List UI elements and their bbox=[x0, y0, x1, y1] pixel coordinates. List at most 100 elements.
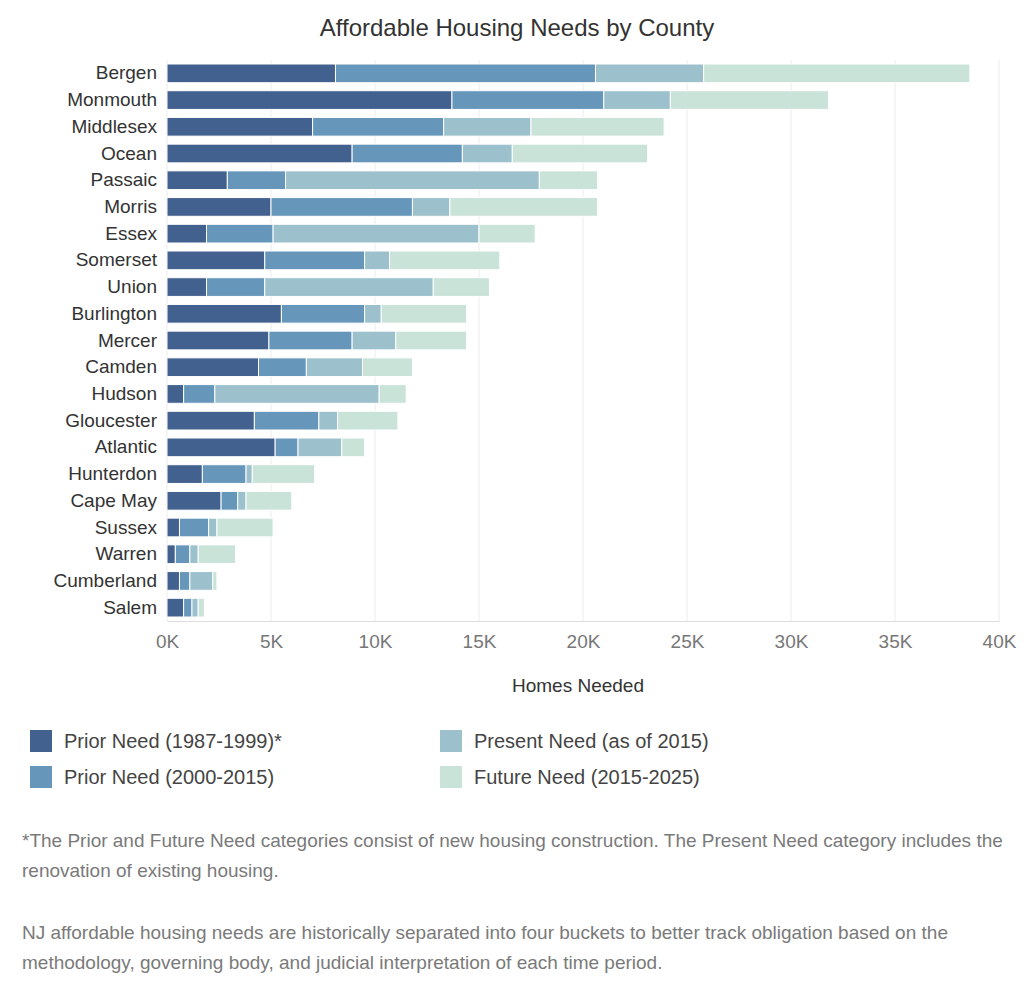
tick: Cumberland bbox=[54, 570, 158, 591]
legend-label: Prior Need (1987-1999)* bbox=[64, 730, 282, 752]
tick-label: 35K bbox=[879, 631, 913, 652]
bar bbox=[452, 91, 604, 110]
bar bbox=[604, 91, 671, 110]
category-label: Burlington bbox=[71, 303, 157, 324]
legend-label: Future Need (2015-2025) bbox=[474, 766, 700, 788]
tick: Mercer bbox=[98, 330, 158, 351]
notes: *The Prior and Future Need categories co… bbox=[22, 826, 1007, 1005]
legend-swatch bbox=[30, 766, 52, 788]
grid-line bbox=[791, 60, 792, 621]
legend: Prior Need (1987-1999)* Prior Need (2000-… bbox=[30, 730, 709, 788]
bars bbox=[167, 64, 970, 617]
tick: 25K bbox=[671, 621, 705, 652]
category-label: Atlantic bbox=[95, 436, 157, 457]
bar bbox=[167, 224, 207, 243]
bar bbox=[396, 331, 467, 350]
axis-line bbox=[168, 621, 1000, 622]
bar bbox=[221, 491, 238, 510]
tick: Gloucester bbox=[65, 410, 158, 431]
bar bbox=[298, 438, 342, 457]
bar bbox=[167, 331, 269, 350]
bar bbox=[175, 545, 190, 564]
tick: 30K bbox=[775, 621, 809, 652]
legend-item: Prior Need (2000-2015) bbox=[30, 766, 274, 788]
bar bbox=[390, 251, 500, 270]
tick: Union bbox=[107, 276, 157, 297]
bar bbox=[352, 331, 396, 350]
tick: 15K bbox=[463, 621, 497, 652]
bar bbox=[227, 171, 285, 190]
legend-swatch bbox=[440, 766, 462, 788]
bar bbox=[275, 438, 298, 457]
bar bbox=[167, 518, 179, 537]
bar bbox=[190, 545, 198, 564]
category-label: Union bbox=[107, 276, 157, 297]
bar bbox=[238, 491, 246, 510]
bar bbox=[167, 465, 202, 484]
category-label: Monmouth bbox=[67, 89, 157, 110]
note: *The Prior and Future Need categories co… bbox=[22, 826, 1007, 886]
bar bbox=[462, 144, 512, 163]
bar bbox=[306, 358, 362, 377]
tick-label: 15K bbox=[463, 631, 497, 652]
bar bbox=[265, 278, 433, 297]
bar bbox=[670, 91, 828, 110]
category-label: Camden bbox=[85, 356, 157, 377]
bar bbox=[365, 251, 390, 270]
category-label: Gloucester bbox=[65, 410, 158, 431]
bar bbox=[338, 411, 398, 430]
bar bbox=[363, 358, 413, 377]
legend-item: Future Need (2015-2025) bbox=[440, 766, 700, 788]
tick: Warren bbox=[95, 543, 157, 564]
bar bbox=[379, 385, 406, 404]
bar bbox=[184, 385, 215, 404]
category-label: Bergen bbox=[96, 62, 157, 83]
tick: Monmouth bbox=[67, 89, 157, 110]
bar bbox=[512, 144, 647, 163]
bar bbox=[539, 171, 597, 190]
bar bbox=[217, 518, 273, 537]
bar bbox=[192, 598, 198, 617]
category-label: Mercer bbox=[98, 330, 158, 351]
tick: 10K bbox=[359, 621, 393, 652]
series bbox=[190, 64, 704, 617]
category-label: Warren bbox=[95, 543, 157, 564]
bar bbox=[167, 385, 184, 404]
bar bbox=[313, 117, 444, 136]
bar bbox=[595, 64, 703, 83]
bar bbox=[167, 198, 271, 217]
grid-line bbox=[895, 60, 896, 621]
note: NJ affordable housing needs are historic… bbox=[22, 918, 1007, 978]
grid-line bbox=[687, 60, 688, 621]
series bbox=[198, 64, 970, 617]
legend-label: Present Need (as of 2015) bbox=[474, 730, 709, 752]
legend-swatch bbox=[440, 730, 462, 752]
axis-title: Homes Needed bbox=[512, 675, 644, 696]
bar bbox=[433, 278, 489, 297]
tick: Cape May bbox=[70, 490, 157, 511]
bar bbox=[167, 171, 227, 190]
x-axis: 0K5K10K15K20K25K30K35K40K bbox=[156, 621, 1017, 652]
bar bbox=[167, 304, 281, 323]
bar bbox=[198, 545, 235, 564]
bar bbox=[198, 598, 204, 617]
tick: Hunterdon bbox=[68, 463, 157, 484]
legend-item: Present Need (as of 2015) bbox=[440, 730, 709, 752]
bar bbox=[381, 304, 466, 323]
bar bbox=[167, 64, 335, 83]
tick-label: 40K bbox=[983, 631, 1017, 652]
bar bbox=[252, 465, 314, 484]
title: Affordable Housing Needs by County bbox=[320, 14, 714, 41]
tick-label: 30K bbox=[775, 631, 809, 652]
bar bbox=[202, 465, 246, 484]
category-label: Morris bbox=[104, 196, 157, 217]
bar bbox=[167, 251, 265, 270]
bar bbox=[167, 572, 179, 591]
tick: 35K bbox=[879, 621, 913, 652]
bar bbox=[167, 411, 254, 430]
tick: Salem bbox=[103, 597, 157, 618]
bar bbox=[215, 385, 379, 404]
bar bbox=[209, 518, 217, 537]
bar bbox=[281, 304, 364, 323]
bar bbox=[167, 545, 175, 564]
